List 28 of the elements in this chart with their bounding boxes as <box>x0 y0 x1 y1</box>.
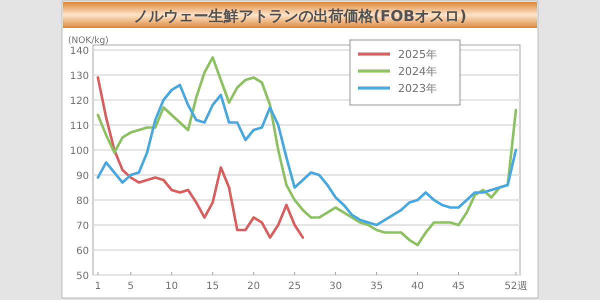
y-tick-label: 80 <box>76 196 89 207</box>
y-tick-label: 60 <box>76 246 89 257</box>
x-tick-label: 25 <box>288 281 301 292</box>
x-tick-label: 5 <box>128 281 134 292</box>
y-tick-label: 110 <box>70 121 89 132</box>
x-tick-label: 20 <box>247 281 260 292</box>
x-tick-label: 30 <box>329 281 342 292</box>
legend-label: 2025年 <box>398 48 437 61</box>
y-tick-label: 100 <box>70 146 89 157</box>
x-tick-label: 1 <box>94 281 102 292</box>
legend-label: 2023年 <box>398 82 437 95</box>
chart-title: ノルウェー生鮮アトランの出荷価格(FOBオスロ) <box>133 7 467 25</box>
x-tick-label: 40 <box>411 281 424 292</box>
line-series <box>96 76 304 239</box>
y-tick-label: 120 <box>70 96 89 107</box>
y-tick-label: 50 <box>76 271 89 282</box>
x-tick-label: 35 <box>370 281 383 292</box>
x-tick-label: 15 <box>206 281 220 292</box>
y-tick-label: 70 <box>76 221 89 232</box>
legend-label: 2024年 <box>398 65 437 78</box>
x-tick-label: 10 <box>165 281 178 292</box>
x-tick-label: 45 <box>452 281 465 292</box>
y-tick-label: 140 <box>70 46 89 57</box>
y-tick-label: 130 <box>70 71 89 82</box>
y-axis-title: (NOK/kg) <box>68 36 109 46</box>
line-series <box>96 84 518 226</box>
x-tick-label: 52週 <box>504 281 528 292</box>
y-tick-label: 90 <box>76 171 89 182</box>
